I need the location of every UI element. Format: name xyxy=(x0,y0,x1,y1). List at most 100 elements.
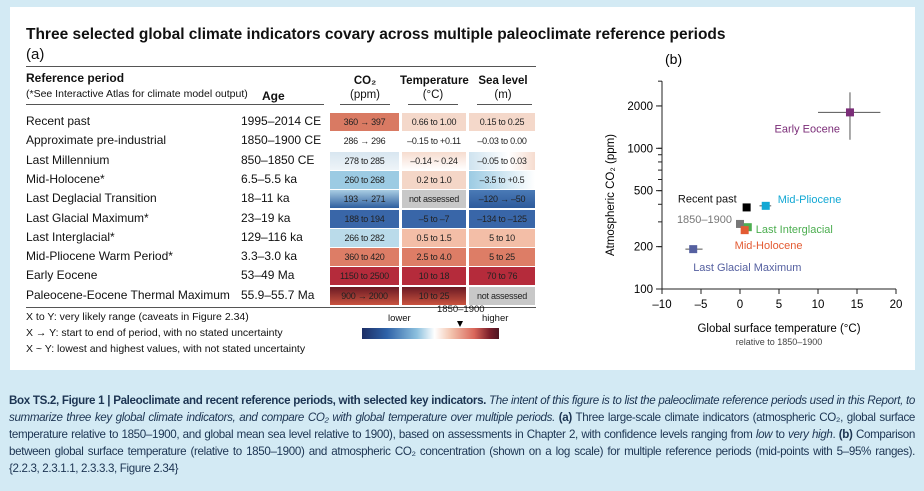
caption-intent: The intent of this figure is to list the… xyxy=(9,394,915,424)
period-name: Last Millennium xyxy=(26,152,110,167)
co2-cell: 193 → 271 xyxy=(330,190,399,209)
x-tick-label: 20 xyxy=(890,299,903,311)
period-name: Recent past xyxy=(26,114,91,128)
period-age: 3.3–3.0 ka xyxy=(241,249,298,264)
period-age: 6.5–5.5 ka xyxy=(241,171,298,186)
y-tick-label: 200 xyxy=(634,242,653,254)
x-tick-label: 10 xyxy=(812,299,825,311)
sea-cell: 5 to 10 xyxy=(469,228,535,247)
rule xyxy=(236,104,324,105)
x-tick-label: –10 xyxy=(652,299,671,311)
sea-cell: 0.15 to 0.25 xyxy=(469,113,535,131)
x-tick-label: 5 xyxy=(776,299,782,311)
sea-cell: 5 to 25 xyxy=(469,248,535,267)
temp-cell: 0.2 to 1.0 xyxy=(402,170,466,189)
sea-unit: (m) xyxy=(494,89,512,101)
colorbar-mid-label: 1850–1900 xyxy=(437,304,485,315)
temp-cell: –0.15 to +0.11 xyxy=(402,132,466,151)
co2-cell: 260 to 268 xyxy=(330,170,399,189)
point-label: Last Interglacial xyxy=(756,224,833,236)
sea-cell: 70 to 76 xyxy=(469,267,535,286)
header-rule xyxy=(26,66,536,67)
rule xyxy=(340,104,390,105)
period-name: Paleocene-Eocene Thermal Maximum xyxy=(26,287,230,302)
co2-cell: 900 → 2000 xyxy=(330,286,399,305)
panel-b-label: (b) xyxy=(665,51,682,67)
data-point xyxy=(761,201,770,210)
caption-text: very high xyxy=(788,428,833,441)
temp-cell: 0.5 to 1.5 xyxy=(402,228,466,247)
co2-cell: 1150 to 2500 xyxy=(330,267,399,286)
temp-cell: not assessed xyxy=(402,190,466,209)
temp-unit: (°C) xyxy=(422,89,444,101)
header-age: Age xyxy=(262,89,285,103)
caption-text: Comparison between global surface temper… xyxy=(9,428,915,475)
caption-text: Three large-scale climate indicators (at… xyxy=(9,411,915,441)
period-age: 55.9–55.7 Ma xyxy=(241,287,315,302)
co2-label: CO₂ xyxy=(353,75,377,87)
colorbar-marker xyxy=(457,321,463,327)
period-name: Mid-Pliocene Warm Period* xyxy=(26,249,173,264)
caption-text: low xyxy=(755,428,773,441)
sea-cell: –134 to –125 xyxy=(469,209,535,228)
co2-cell: 188 to 194 xyxy=(330,209,399,228)
point-label: Mid-Holocene xyxy=(735,240,803,252)
y-tick-label: 500 xyxy=(634,186,653,198)
co2-cell: 278 to 285 xyxy=(330,151,399,170)
period-age: 53–49 Ma xyxy=(241,268,295,283)
temp-cell: 2.5 to 4.0 xyxy=(402,248,466,267)
sea-cell: –3.5 to +0.5 xyxy=(469,170,535,189)
y-tick-label: 100 xyxy=(634,284,653,296)
caption-text: . xyxy=(832,428,839,441)
sea-cell: –0.03 to 0.00 xyxy=(469,132,535,151)
period-name: Approximate pre-industrial xyxy=(26,133,167,148)
data-point xyxy=(689,245,698,254)
header-reference-note: (*See Interactive Atlas for climate mode… xyxy=(26,88,248,100)
rule xyxy=(477,104,532,105)
colorbar-lower-label: lower xyxy=(388,313,411,324)
header-co2: CO₂ (ppm) xyxy=(340,74,390,102)
period-age: 1850–1900 CE xyxy=(241,133,322,148)
co2-cell: 266 to 282 xyxy=(330,228,399,247)
point-label: 1850–1900 xyxy=(677,214,732,226)
rule xyxy=(408,104,458,105)
x-tick-label: 15 xyxy=(851,299,864,311)
temp-cell: –5 to –7 xyxy=(402,209,466,228)
caption-b-label: (b) xyxy=(838,428,853,441)
point-label: Last Glacial Maximum xyxy=(693,262,801,274)
figure-caption: Box TS.2, Figure 1 | Paleoclimate and re… xyxy=(9,392,915,477)
data-point xyxy=(742,203,751,212)
sea-cell: –0.05 to 0.03 xyxy=(469,151,535,170)
y-tick-label: 2000 xyxy=(627,101,653,113)
period-name: Mid-Holocene* xyxy=(26,171,105,186)
header-temperature: Temperature (°C) xyxy=(400,74,469,102)
temp-cell: 10 to 18 xyxy=(402,267,466,286)
temp-cell: 10 to 25 xyxy=(402,286,466,305)
footer-rule xyxy=(26,307,536,308)
rule xyxy=(26,104,248,105)
co2-cell: 360 to 420 xyxy=(330,248,399,267)
scatter-plot: (b) 100 200 500 1000 2000 –10 –5 0 5 10 15 20 Global … xyxy=(605,51,903,347)
temp-cell: 0.66 to 1.00 xyxy=(402,113,466,131)
co2-unit: (ppm) xyxy=(349,89,381,101)
point-label: Recent past xyxy=(678,193,737,205)
period-age: 18–11 ka xyxy=(241,191,290,206)
figure-title: Three selected global climate indicators… xyxy=(26,26,726,43)
period-name: Early Eocene xyxy=(26,268,98,283)
point-label: Early Eocene xyxy=(775,123,840,135)
note-start-end: X → Y: start to end of period, with no s… xyxy=(26,327,283,339)
co2-cell: 360 → 397 xyxy=(330,113,399,131)
temp-cell: –0.14 ~ 0.24 xyxy=(402,151,466,170)
sea-label: Sea level xyxy=(478,75,528,87)
x-axis-label: Global surface temperature (°C) xyxy=(697,323,860,335)
period-age: 1995–2014 CE xyxy=(241,114,322,128)
note-lowest-highest: X ~ Y: lowest and highest values, with n… xyxy=(26,343,306,355)
sea-cell: not assessed xyxy=(469,286,535,305)
header-reference-period: Reference period xyxy=(26,71,125,85)
colorbar xyxy=(362,328,499,339)
note-very-likely: X to Y: very likely range (caveats in Fi… xyxy=(26,311,249,323)
y-tick-label: 1000 xyxy=(627,143,653,155)
period-name: Last Interglacial* xyxy=(26,229,115,244)
sea-cell: –120 → –50 xyxy=(469,190,535,209)
data-point xyxy=(845,108,854,117)
